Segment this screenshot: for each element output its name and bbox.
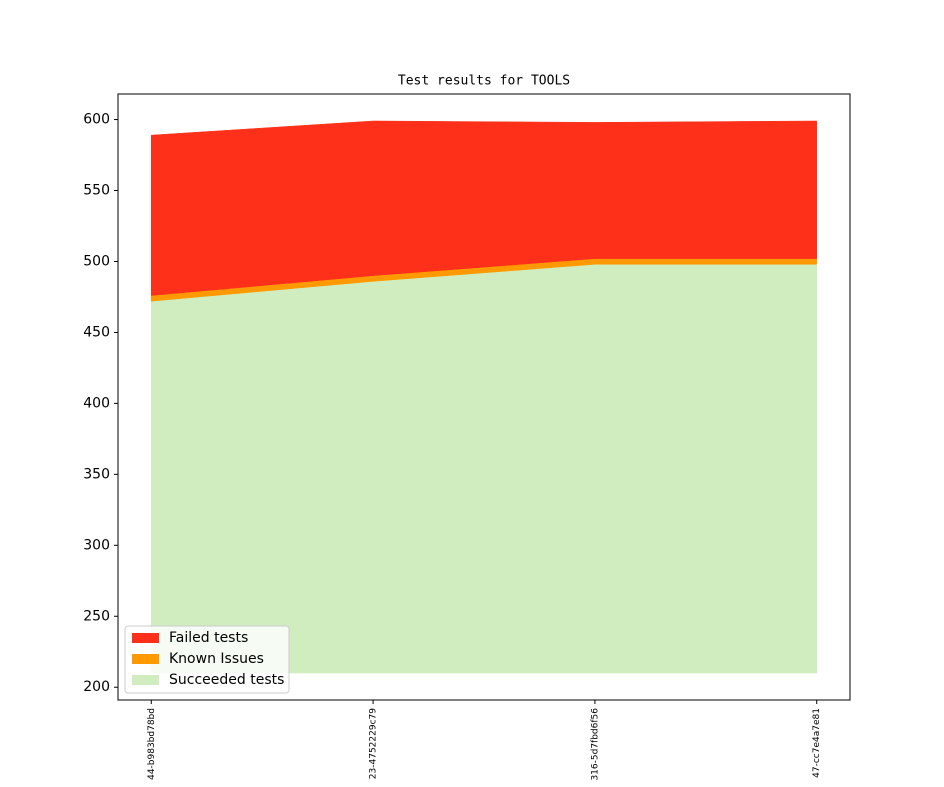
y-tick-label: 550 — [83, 183, 110, 199]
y-tick-label: 350 — [83, 466, 110, 482]
legend: Failed tests Known Issues Succeeded tests — [124, 625, 290, 694]
y-tick-label: 200 — [83, 679, 110, 695]
plot-frame — [117, 93, 851, 701]
y-tick-label: 500 — [83, 253, 110, 269]
y-tick-label: 300 — [83, 537, 110, 553]
legend-label: Known Issues — [169, 651, 264, 667]
x-tick-label: 44-b983bd78bd — [147, 708, 157, 780]
y-tick-label: 400 — [83, 395, 110, 411]
y-tick-label: 600 — [83, 112, 110, 128]
legend-label: Succeeded tests — [169, 672, 284, 688]
area — [151, 264, 817, 674]
legend-swatch — [132, 633, 159, 643]
legend-box — [124, 625, 290, 694]
x-tick-label: 47-cc7e4a7e81 — [812, 708, 822, 778]
x-tick-label: 316-5d7fbd6f56 — [590, 708, 600, 781]
chart-title: Test results for TOOLS — [398, 74, 570, 89]
legend-swatch — [132, 675, 159, 685]
x-tick-label: 23-4752229c79 — [369, 708, 379, 779]
y-tick-label: 450 — [83, 324, 110, 340]
legend-label: Failed tests — [169, 630, 248, 646]
y-tick-label: 250 — [83, 608, 110, 624]
legend-swatch — [132, 654, 159, 664]
area — [151, 120, 817, 296]
